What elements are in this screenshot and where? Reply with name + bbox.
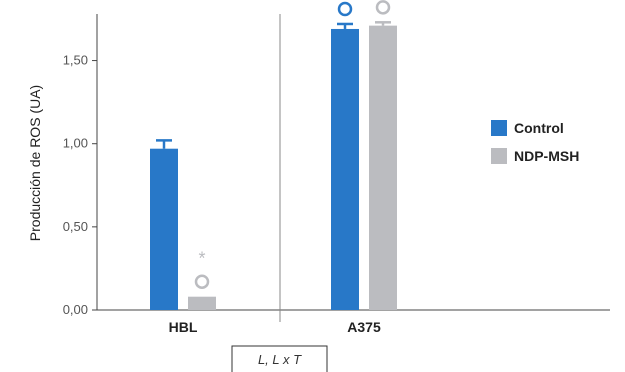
- legend-swatch-Control: [491, 120, 507, 136]
- legend-label-NDP-MSH: NDP-MSH: [514, 148, 579, 164]
- category-labels: HBL A375: [169, 319, 381, 335]
- note-box: [231, 345, 328, 372]
- significance-circle-Control-A375: [337, 1, 353, 17]
- legend-swatch-NDP-MSH: [491, 148, 507, 164]
- bar-Control-A375: [331, 28, 359, 311]
- bar-NDP-MSH-A375: [369, 25, 397, 311]
- legend: Control NDP-MSH: [491, 120, 579, 164]
- note-text: L, L x T: [258, 352, 302, 367]
- significance-circle-NDP-MSH-HBL: [194, 274, 210, 289]
- y-tick-label-3: 1,50: [63, 53, 88, 68]
- category-label-A375: A375: [347, 319, 381, 335]
- y-axis-label: Producción de ROS (UA): [27, 85, 43, 241]
- significance-asterisk-NDP-MSH-HBL: *: [198, 249, 205, 269]
- bars-layer: *: [150, 0, 397, 311]
- y-tick-label-1: 0,50: [63, 219, 88, 234]
- bar-NDP-MSH-HBL: [188, 296, 216, 310]
- y-tick-label-0: 0,00: [63, 302, 88, 317]
- legend-label-Control: Control: [514, 120, 564, 136]
- category-label-HBL: HBL: [169, 319, 198, 335]
- significance-circle-NDP-MSH-A375: [375, 0, 391, 15]
- bar-Control-HBL: [150, 148, 178, 310]
- y-axis: 0,00 0,50 1,00 1,50: [63, 14, 98, 317]
- y-tick-label-2: 1,00: [63, 136, 88, 151]
